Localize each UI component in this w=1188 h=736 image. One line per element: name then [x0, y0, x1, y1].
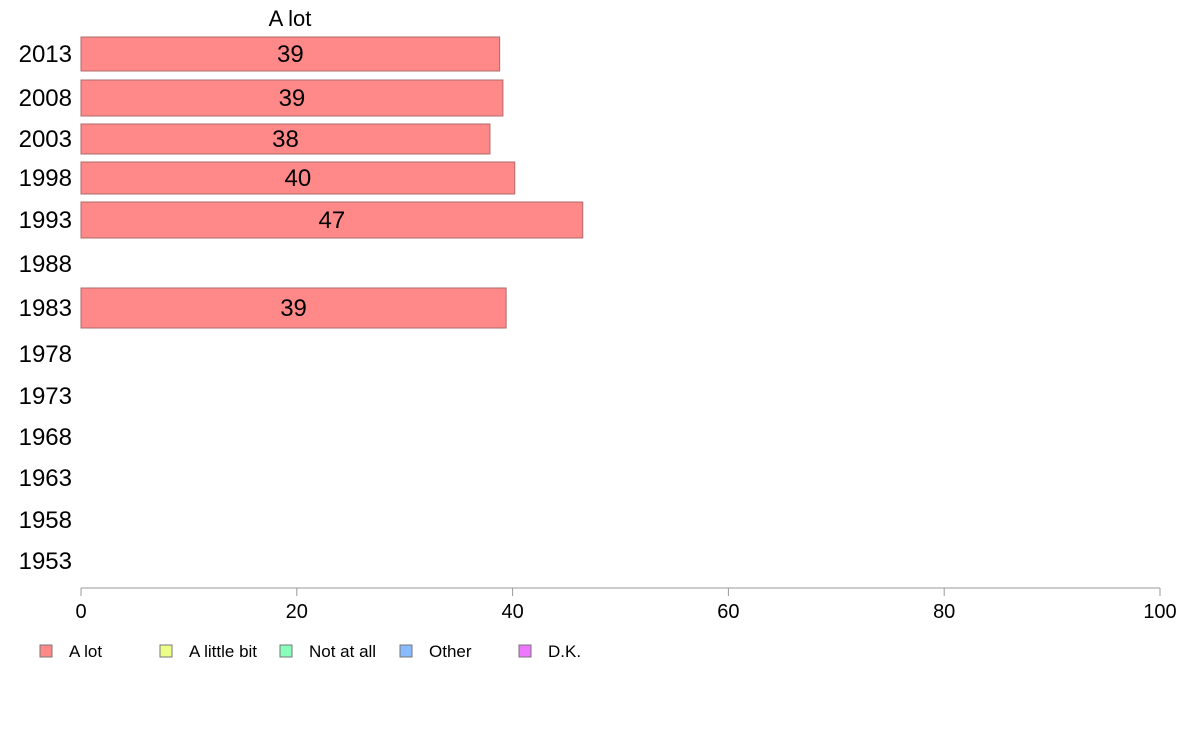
y-tick-label-1983: 1983 — [19, 295, 72, 322]
legend: A lot A little bit Not at all Other D.K. — [39, 642, 581, 661]
legend-swatch-2 — [279, 644, 293, 658]
bars-group: 39 39 38 40 47 39 — [80, 36, 584, 329]
y-axis-labels: 2013 2008 2003 1998 1993 1988 1983 1978 1973 1968… — [19, 41, 72, 575]
y-tick-label-1953: 1953 — [19, 548, 72, 575]
bar-label-1993: 47 — [319, 207, 346, 234]
y-tick-label-1963: 1963 — [19, 465, 72, 492]
legend-label-4: D.K. — [548, 642, 581, 661]
legend-label-3: Other — [429, 642, 472, 661]
legend-swatch-0 — [39, 644, 53, 658]
y-tick-label-1958: 1958 — [19, 507, 72, 534]
y-tick-label-2013: 2013 — [19, 41, 72, 68]
x-tick-label-80: 80 — [933, 601, 955, 623]
y-tick-label-1993: 1993 — [19, 207, 72, 234]
x-tick-label-60: 60 — [717, 601, 739, 623]
legend-swatch-1 — [159, 644, 173, 658]
bar-1993 — [80, 201, 584, 239]
legend-swatch-4 — [518, 644, 532, 658]
y-tick-label-1968: 1968 — [19, 424, 72, 451]
x-axis: 0 20 40 60 80 100 — [75, 587, 1177, 623]
bar-2013 — [80, 36, 501, 72]
x-tick-label-100: 100 — [1143, 601, 1176, 623]
bar-2003 — [80, 123, 491, 155]
bar-label-1983: 39 — [280, 295, 307, 322]
legend-label-0: A lot — [69, 642, 102, 661]
y-tick-label-2003: 2003 — [19, 126, 72, 153]
x-tick-label-40: 40 — [501, 601, 523, 623]
bar-label-1998: 40 — [285, 165, 312, 192]
bar-1983 — [80, 287, 507, 329]
bar-2008 — [80, 79, 504, 117]
legend-swatch-3 — [399, 644, 413, 658]
legend-label-2: Not at all — [309, 642, 376, 661]
y-tick-label-1998: 1998 — [19, 165, 72, 192]
y-tick-label-1988: 1988 — [19, 251, 72, 278]
y-tick-label-2008: 2008 — [19, 85, 72, 112]
chart-title: A lot — [269, 6, 312, 31]
bar-label-2013: 39 — [277, 41, 304, 68]
bar-label-2008: 39 — [279, 85, 306, 112]
y-tick-label-1973: 1973 — [19, 383, 72, 410]
x-tick-label-0: 0 — [75, 601, 86, 623]
bar-1998 — [80, 161, 516, 195]
bar-label-2003: 38 — [272, 126, 299, 153]
legend-label-1: A little bit — [189, 642, 257, 661]
y-tick-label-1978: 1978 — [19, 341, 72, 368]
x-tick-label-20: 20 — [286, 601, 308, 623]
